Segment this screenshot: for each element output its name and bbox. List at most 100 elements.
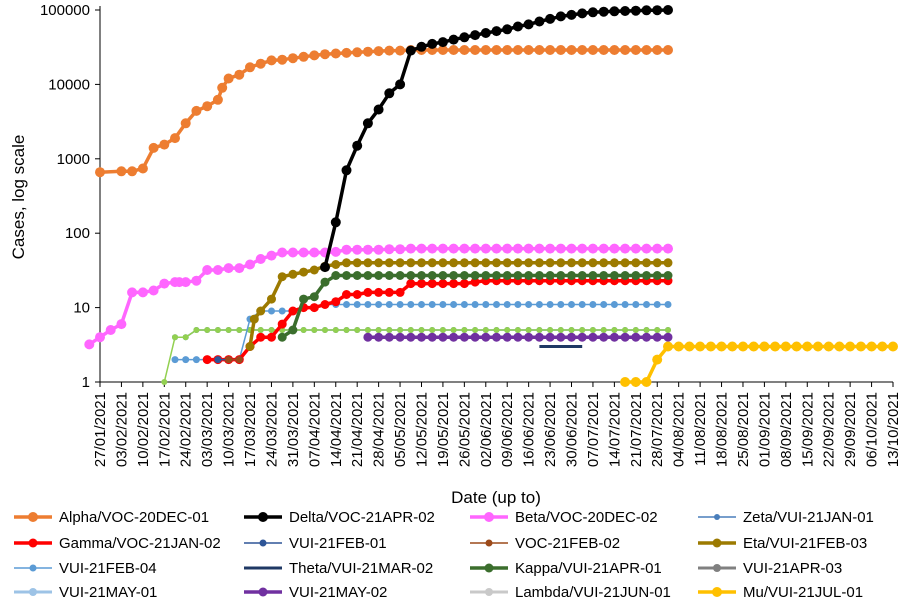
- data-point-beta-voc-20dec-02: [127, 287, 138, 298]
- data-point-zeta-early: [311, 327, 318, 333]
- data-point-mu-vui-21jul-01: [877, 341, 888, 352]
- x-tick-label: 05/05/2021: [392, 392, 409, 467]
- data-point-vui-21feb-04: [182, 356, 190, 364]
- data-point-zeta-early: [622, 327, 629, 333]
- series-gamma-voc-21jan-02: [202, 276, 673, 365]
- x-tick-label: 30/06/2021: [564, 392, 581, 467]
- legend-label: VUI-21MAY-02: [289, 584, 387, 601]
- data-point-delta-voc-21apr-02: [663, 5, 673, 15]
- data-point-beta-voc-20dec-02: [245, 259, 255, 270]
- data-point-vui-21feb-04: [600, 301, 608, 308]
- legend-swatch-marker: [259, 539, 267, 547]
- data-point-kappa-vui-21apr-01: [534, 271, 544, 280]
- data-point-alpha-voc-20dec-01: [127, 166, 138, 177]
- data-point-zeta-early: [665, 327, 671, 333]
- legend-label: VUI-21FEB-01: [289, 535, 387, 552]
- data-point-beta-voc-20dec-02: [148, 285, 159, 296]
- data-point-beta-voc-20dec-02: [212, 265, 223, 275]
- legend-label: Theta/VUI-21MAR-02: [289, 560, 433, 577]
- data-point-beta-voc-20dec-02: [523, 243, 534, 254]
- data-point-alpha-voc-20dec-01: [641, 45, 652, 55]
- data-point-zeta-early: [536, 327, 543, 333]
- data-point-zeta-early: [268, 327, 275, 333]
- x-tick-label: 25/08/2021: [735, 392, 752, 467]
- data-point-beta-voc-20dec-02: [663, 243, 673, 254]
- x-tick-label: 18/08/2021: [714, 392, 731, 467]
- data-point-delta-voc-21apr-02: [341, 165, 352, 176]
- data-point-beta-voc-20dec-02: [191, 275, 202, 286]
- data-point-beta-voc-20dec-02: [116, 319, 127, 330]
- data-point-alpha-voc-20dec-01: [277, 54, 288, 65]
- series-vui-21may-02: [363, 332, 673, 342]
- data-point-alpha-voc-20dec-01: [180, 118, 191, 129]
- data-point-vui-21feb-04: [503, 301, 511, 308]
- data-point-vui-21may-02: [481, 332, 491, 342]
- data-point-vui-21may-02: [524, 332, 534, 342]
- data-point-alpha-voc-20dec-01: [148, 142, 159, 153]
- x-tick-label: 09/06/2021: [499, 392, 516, 467]
- data-point-eta-vui-21feb-03: [545, 258, 555, 268]
- data-point-delta-voc-21apr-02: [437, 37, 448, 48]
- data-point-alpha-voc-20dec-01: [534, 45, 545, 55]
- data-point-gamma-voc-21jan-02: [352, 290, 362, 299]
- data-point-alpha-voc-20dec-01: [630, 45, 641, 55]
- data-point-vui-21may-02: [609, 332, 619, 342]
- data-point-zeta-early: [461, 327, 468, 333]
- legend-label: VUI-21FEB-04: [59, 560, 157, 577]
- data-point-gamma-voc-21jan-02: [256, 332, 266, 342]
- data-point-beta-voc-20dec-02: [416, 243, 427, 254]
- data-point-alpha-voc-20dec-01: [437, 45, 448, 55]
- data-point-vui-21feb-04: [278, 307, 286, 315]
- legend-label: Gamma/VOC-21JAN-02: [59, 535, 221, 552]
- data-point-vui-21feb-04: [621, 301, 629, 308]
- data-point-mu-vui-21jul-01: [652, 354, 663, 365]
- x-tick-label: 13/10/2021: [885, 392, 902, 467]
- data-point-vui-21may-02: [470, 332, 480, 342]
- x-tick-label: 08/09/2021: [778, 392, 795, 467]
- data-point-alpha-voc-20dec-01: [598, 45, 609, 55]
- data-point-vui-21feb-04: [428, 301, 436, 308]
- data-point-alpha-voc-20dec-01: [245, 62, 255, 73]
- data-point-vui-21may-02: [374, 332, 384, 342]
- data-point-vui-21may-02: [663, 332, 673, 342]
- data-point-kappa-vui-21apr-01: [459, 271, 469, 280]
- data-point-eta-vui-21feb-03: [309, 265, 319, 275]
- data-point-voc-21feb-02: [225, 356, 233, 364]
- data-point-delta-voc-21apr-02: [512, 21, 523, 32]
- data-point-beta-voc-20dec-02: [470, 243, 481, 254]
- data-point-vui-21feb-04: [643, 301, 650, 308]
- data-point-eta-vui-21feb-03: [470, 258, 480, 268]
- data-point-beta-voc-20dec-02: [577, 243, 588, 254]
- data-point-eta-vui-21feb-03: [609, 258, 619, 268]
- legend-item-lambda-vui-21jun-01: Lambda/VUI-21JUN-01: [470, 584, 671, 601]
- data-point-beta-voc-20dec-02: [255, 254, 266, 264]
- data-point-alpha-voc-20dec-01: [266, 55, 277, 66]
- data-point-vui-21may-02: [492, 332, 501, 342]
- data-point-mu-vui-21jul-01: [684, 341, 695, 352]
- series-eta-vui-21feb-03: [245, 258, 673, 351]
- data-point-alpha-voc-20dec-01: [116, 166, 127, 177]
- x-tick-label: 31/03/2021: [285, 392, 302, 467]
- data-point-eta-vui-21feb-03: [384, 258, 394, 268]
- data-point-gamma-voc-21jan-02: [384, 287, 394, 297]
- data-point-eta-vui-21feb-03: [502, 258, 512, 268]
- data-point-eta-vui-21feb-03: [288, 269, 298, 279]
- data-point-alpha-voc-20dec-01: [217, 82, 228, 93]
- data-point-mu-vui-21jul-01: [748, 341, 759, 352]
- data-point-gamma-voc-21jan-02: [417, 279, 426, 289]
- data-point-beta-voc-20dec-02: [512, 243, 523, 254]
- legend-item-vui-21may-01: VUI-21MAY-01: [14, 584, 157, 601]
- data-point-alpha-voc-20dec-01: [170, 133, 180, 144]
- data-point-gamma-voc-21jan-02: [342, 290, 351, 299]
- x-tick-label: 16/06/2021: [521, 392, 538, 467]
- data-point-vui-21feb-01: [214, 356, 222, 364]
- x-tick-label: 27/01/2021: [92, 392, 109, 467]
- data-point-kappa-vui-21apr-01: [513, 271, 523, 280]
- x-tick-label: 24/02/2021: [178, 392, 195, 467]
- data-point-zeta-early: [568, 327, 575, 333]
- data-point-beta-voc-20dec-02: [555, 243, 566, 254]
- x-tick-label: 14/07/2021: [606, 392, 623, 467]
- axes: 1 10 100 1000 10000 100000 27/01/2021 03/02/202…: [40, 2, 902, 467]
- legend-label: VOC-21FEB-02: [515, 535, 620, 552]
